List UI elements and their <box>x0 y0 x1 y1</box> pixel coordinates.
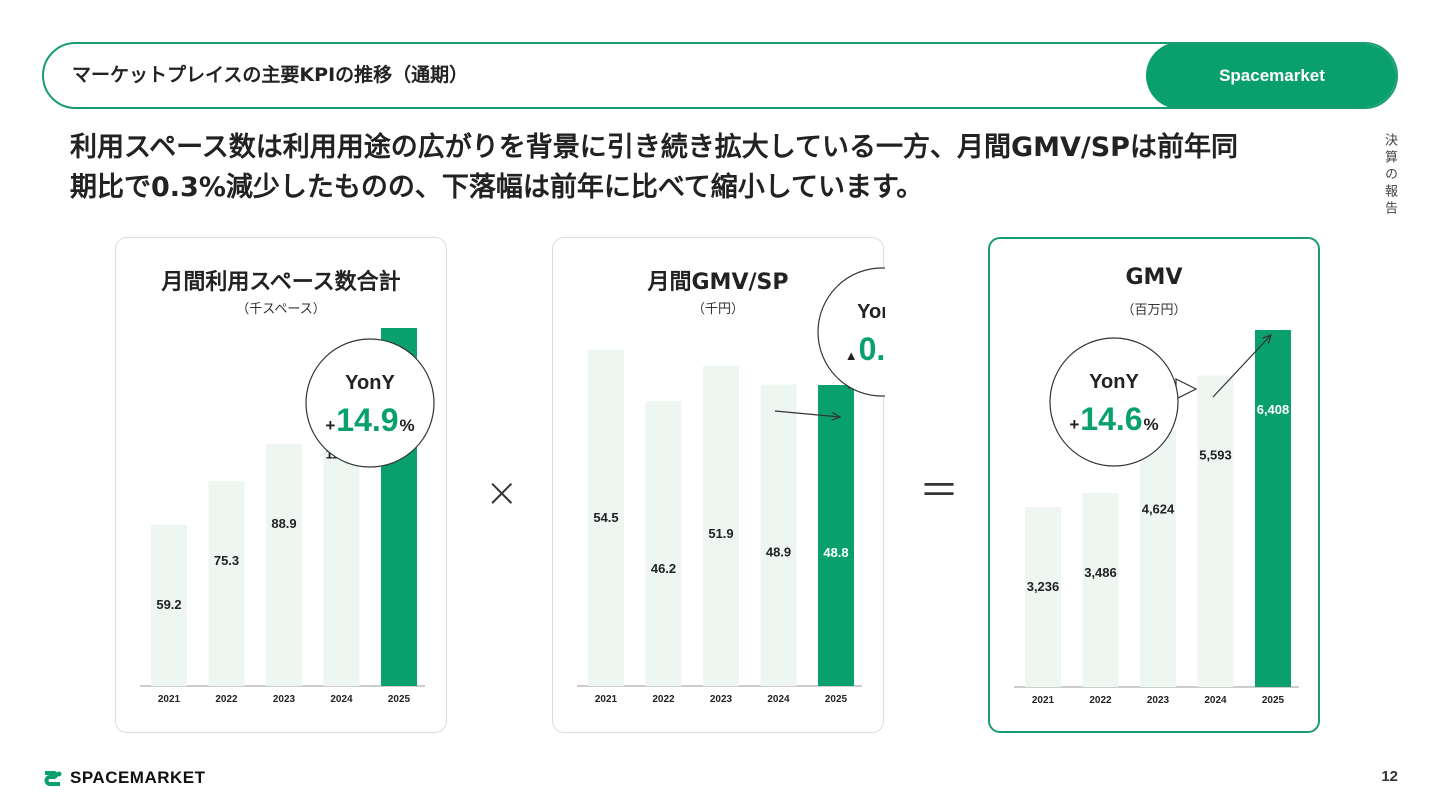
tick-label-2022: 2022 <box>1089 695 1112 706</box>
yoy-number: 0.3 <box>859 331 885 367</box>
page-title: マーケットプレイスの主要KPIの推移（通期） <box>72 64 469 86</box>
spacemarket-logo-icon <box>44 771 62 786</box>
data-label-2024: 5,593 <box>1199 447 1232 462</box>
bar-2021 <box>151 525 187 686</box>
yoy-value: ▲0.3% <box>845 331 885 367</box>
yoy-label: YonY <box>345 372 395 394</box>
footer-logo: SPACEMARKET <box>42 766 206 790</box>
bar-2022 <box>208 481 245 686</box>
trend-arrow-line <box>1212 334 1272 398</box>
tick-label-2025: 2025 <box>825 694 848 705</box>
chart-title: GMV <box>1125 265 1183 290</box>
yoy-sign: + <box>1069 415 1079 434</box>
chart-unit: （千円） <box>691 302 744 317</box>
tick-label-2021: 2021 <box>158 694 181 705</box>
bar-2025 <box>1255 330 1291 687</box>
yoy-bubble-circle <box>817 267 885 397</box>
data-label-2021: 54.5 <box>593 510 618 525</box>
chart-title: 月間GMV/SP <box>647 270 789 295</box>
bar-2024 <box>760 384 797 686</box>
bar-chart-gmv-per-sp: 54.5 2021 46.2 2022 51.9 2023 48.9 2024 48.8 2025… <box>577 267 885 705</box>
bar-2023 <box>1140 429 1176 687</box>
tick-label-2022: 2022 <box>652 694 675 705</box>
headline-line-2: 期比で0.3%減少したものの、下落幅は前年に比べて縮小しています。 <box>70 172 924 203</box>
data-label-2025: 6,408 <box>1257 402 1290 417</box>
trend-arrow-head <box>831 411 842 421</box>
trend-arrow-head <box>1262 333 1272 344</box>
chart-title: 月間利用スペース数合計 <box>161 270 401 295</box>
tick-label-2021: 2021 <box>1032 695 1055 706</box>
tick-label-2022: 2022 <box>215 694 238 705</box>
yoy-bubble-circle <box>1049 337 1179 467</box>
data-label-2024: 48.9 <box>766 544 791 559</box>
yoy-label: YonY <box>1089 371 1139 393</box>
bar-2021 <box>1025 507 1061 687</box>
header-bar: マーケットプレイスの主要KPIの推移（通期） Spacemarket <box>42 42 1398 109</box>
yoy-value: +14.6% <box>1069 401 1158 437</box>
data-label-2021: 59.2 <box>156 597 181 612</box>
bar-2021 <box>588 350 624 686</box>
tick-label-2024: 2024 <box>1204 695 1227 706</box>
bar-2023 <box>266 443 302 686</box>
yoy-bubble: YonY ▲0.3% <box>817 267 885 397</box>
yoy-number: 14.6 <box>1080 401 1142 437</box>
data-label-2023: 4,624 <box>1142 502 1175 517</box>
bar-2022 <box>1082 493 1119 687</box>
data-label-2022: 75.3 <box>214 553 239 568</box>
tick-label-2023: 2023 <box>710 694 733 705</box>
chart-panel-gmv-per-sp: 月間GMV/SP （千円） 54.5 2021 46.2 2022 51.9 2023 48… <box>552 237 885 733</box>
yoy-bubble: YonY +14.9% <box>305 338 435 468</box>
trend-arrow-line <box>774 410 841 418</box>
data-label-2022: 46.2 <box>651 561 676 576</box>
bar-2024 <box>1197 375 1234 687</box>
yoy-sign: + <box>325 416 335 435</box>
chart-unit: （千スペース） <box>236 302 326 317</box>
headline-line-1: 利用スペース数は利用用途の広がりを背景に引き続き拡大している一方、月間GMV/S… <box>70 132 1238 163</box>
data-label-2023: 51.9 <box>708 526 733 541</box>
equals-symbol: ＝ <box>919 468 959 514</box>
chart-panel-spaces: 月間利用スペース数合計 （千スペース） 59.2 2021 75.3 2022 88.9… <box>115 237 447 733</box>
yoy-bubble: YonY +14.6% <box>1049 337 1198 467</box>
footer-logo-text: SPACEMARKET <box>70 768 206 787</box>
yoy-bubble-circle <box>305 338 435 468</box>
yoy-label: YonY <box>857 301 885 323</box>
tick-label-2023: 2023 <box>273 694 296 705</box>
bar-2022 <box>645 401 682 686</box>
section-side-label: 決算の報告 <box>1382 133 1397 218</box>
tick-label-2024: 2024 <box>767 694 790 705</box>
tick-label-2021: 2021 <box>595 694 618 705</box>
chart-unit: （百万円） <box>1121 303 1187 318</box>
yoy-value: +14.9% <box>325 402 414 438</box>
yoy-sign: ▲ <box>845 348 858 363</box>
bar-2025 <box>818 385 854 686</box>
tick-label-2024: 2024 <box>330 694 353 705</box>
tick-label-2025: 2025 <box>1262 695 1285 706</box>
chart-panel-gmv: GMV （百万円） 3,236 2021 3,486 2022 4,624 2023 5,5… <box>988 237 1320 733</box>
data-label-2023: 88.9 <box>271 516 296 531</box>
bar-chart-gmv: 3,236 2021 3,486 2022 4,624 2023 5,593 2024 6,40… <box>1014 330 1299 706</box>
brand-badge: Spacemarket <box>1146 44 1396 107</box>
bar-2023 <box>703 365 739 686</box>
headline: 利用スペース数は利用用途の広がりを背景に引き続き拡大している一方、月間GMV/S… <box>70 128 1310 208</box>
multiply-symbol: × <box>485 470 519 516</box>
yoy-percent: % <box>1144 415 1159 434</box>
yoy-percent: % <box>400 416 415 435</box>
page-number: 12 <box>1381 768 1398 785</box>
tick-label-2025: 2025 <box>388 694 411 705</box>
data-label-2022: 3,486 <box>1084 565 1117 580</box>
bar-chart-spaces: 59.2202175.3202288.92023114.22024131.320… <box>140 328 435 705</box>
data-label-2021: 3,236 <box>1027 579 1060 594</box>
tick-label-2023: 2023 <box>1147 695 1170 706</box>
yoy-number: 14.9 <box>336 402 398 438</box>
data-label-2025: 48.8 <box>823 545 848 560</box>
